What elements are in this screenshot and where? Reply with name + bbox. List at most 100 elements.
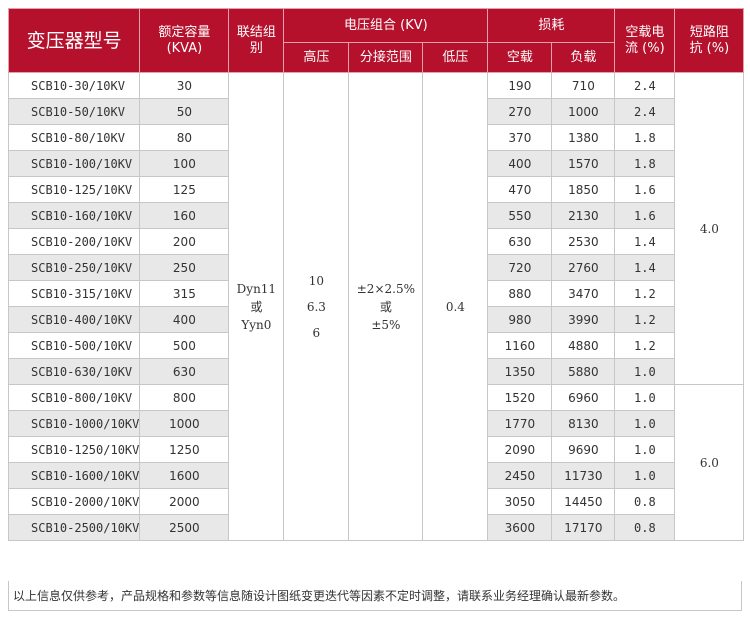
header-connection: 联结组 别: [228, 8, 285, 73]
connection-line3: Yyn0: [241, 317, 272, 332]
table-row: SCB10-800/10KV 800 1520 6960 1.0 6.0: [7, 384, 745, 541]
no-load-current-cell: 1.0: [614, 462, 676, 489]
no-load-current-cell: 1.0: [614, 358, 676, 385]
model-cell: SCB10-1000/10KV: [7, 410, 141, 437]
no-load-current-cell: 1.6: [614, 202, 676, 229]
header-no-load-current-line2: 流 (%): [625, 40, 665, 56]
model-cell: SCB10-400/10KV: [7, 306, 141, 333]
model-cell: SCB10-1600/10KV: [7, 462, 141, 489]
no-load-loss-cell: 630: [487, 228, 553, 255]
load-loss-cell: 1850: [551, 176, 616, 203]
header-capacity-unit: (KVA): [166, 40, 203, 56]
load-loss-cell: 17170: [551, 514, 616, 541]
header-short-circuit-line1: 短路阻: [689, 24, 729, 40]
load-loss-cell: 9690: [551, 436, 616, 463]
no-load-loss-cell: 880: [487, 280, 553, 307]
model-cell: SCB10-160/10KV: [7, 202, 141, 229]
table-row: SCB10-250/10KV 250 720 2760 1.4: [7, 254, 744, 281]
connection-group-cell: Dyn11 或 Yyn0: [228, 72, 285, 541]
load-loss-cell: 11730: [551, 462, 616, 489]
header-short-circuit: 短路阻 抗 (%): [674, 8, 745, 73]
connection-line1: Dyn11: [236, 281, 277, 296]
table-row: SCB10-160/10KV 160 550 2130 1.6: [7, 202, 744, 229]
no-load-loss-cell: 400: [487, 150, 553, 177]
table-row: SCB10-630/10KV 630 1350 5880 1.0: [7, 358, 744, 385]
no-load-loss-cell: 2450: [487, 462, 553, 489]
no-load-loss-cell: 550: [487, 202, 553, 229]
connection-line2: 或: [250, 299, 263, 314]
table-row: SCB10-100/10KV 100 400 1570 1.8: [7, 150, 744, 177]
no-load-loss-cell: 1520: [487, 384, 553, 411]
tap-line3: ±5%: [371, 317, 401, 332]
impedance-cell-group1: 4.0: [674, 72, 745, 385]
capacity-cell: 1250: [139, 436, 230, 463]
header-hv: 高压: [283, 42, 350, 73]
table-row: SCB10-80/10KV 80 370 1380 1.8: [7, 124, 744, 151]
model-cell: SCB10-2500/10KV: [7, 514, 141, 541]
model-cell: SCB10-50/10KV: [7, 98, 141, 125]
table-row: SCB10-1600/10KV 1600 2450 11730 1.0: [7, 462, 744, 489]
model-cell: SCB10-315/10KV: [7, 280, 141, 307]
no-load-current-cell: 1.8: [614, 124, 676, 151]
model-cell: SCB10-800/10KV: [7, 384, 141, 411]
load-loss-cell: 5880: [551, 358, 616, 385]
header-lv: 低压: [422, 42, 489, 73]
capacity-cell: 800: [139, 384, 230, 411]
table-row: SCB10-1250/10KV 1250 2090 9690 1.0: [7, 436, 744, 463]
header-no-load-loss: 空载: [487, 42, 553, 73]
table-row: SCB10-1000/10KV 1000 1770 8130 1.0: [7, 410, 744, 437]
capacity-cell: 250: [139, 254, 230, 281]
model-cell: SCB10-100/10KV: [7, 150, 141, 177]
lv-cell: 0.4: [422, 72, 489, 541]
table-row: SCB10-125/10KV 125 470 1850 1.6: [7, 176, 744, 203]
tap-line1: ±2×2.5%: [356, 281, 415, 296]
table-row: SCB10-2500/10KV 2500 3600 17170 0.8: [7, 514, 744, 541]
header-short-circuit-line2: 抗 (%): [689, 40, 730, 56]
model-cell: SCB10-2000/10KV: [7, 488, 141, 515]
header-capacity-label: 额定容量: [158, 24, 211, 40]
capacity-cell: 315: [139, 280, 230, 307]
model-cell: SCB10-125/10KV: [7, 176, 141, 203]
header-loss: 损耗: [487, 8, 616, 43]
no-load-current-cell: 1.2: [614, 332, 676, 359]
no-load-loss-cell: 720: [487, 254, 553, 281]
load-loss-cell: 1380: [551, 124, 616, 151]
model-cell: SCB10-250/10KV: [7, 254, 141, 281]
no-load-current-cell: 0.8: [614, 514, 676, 541]
no-load-current-cell: 1.4: [614, 228, 676, 255]
no-load-current-cell: 1.8: [614, 150, 676, 177]
table-row: SCB10-2000/10KV 2000 3050 14450 0.8: [7, 488, 744, 515]
header-load-loss: 负载: [551, 42, 616, 73]
load-loss-cell: 3470: [551, 280, 616, 307]
header-voltage-group: 电压组合 (KV): [283, 8, 489, 43]
no-load-current-cell: 2.4: [614, 98, 676, 125]
no-load-loss-cell: 3600: [487, 514, 553, 541]
footnote: 以上信息仅供参考，产品规格和参数等信息随设计图纸变更迭代等因素不定时调整，请联系…: [8, 581, 742, 611]
load-loss-cell: 2530: [551, 228, 616, 255]
load-loss-cell: 1570: [551, 150, 616, 177]
no-load-current-cell: 0.8: [614, 488, 676, 515]
tap-line2: 或: [379, 299, 392, 314]
no-load-loss-cell: 470: [487, 176, 553, 203]
capacity-cell: 160: [139, 202, 230, 229]
capacity-cell: 400: [139, 306, 230, 333]
header-no-load-current-line1: 空载电: [625, 24, 665, 40]
no-load-current-cell: 1.0: [614, 410, 676, 437]
no-load-loss-cell: 190: [487, 72, 553, 99]
capacity-cell: 1600: [139, 462, 230, 489]
header-connection-line1: 联结组: [236, 24, 276, 40]
table-row: SCB10-400/10KV 400 980 3990 1.2: [7, 306, 744, 333]
load-loss-cell: 14450: [551, 488, 616, 515]
no-load-current-cell: 1.4: [614, 254, 676, 281]
capacity-cell: 630: [139, 358, 230, 385]
header-capacity: 额定容量 (KVA): [139, 8, 230, 73]
no-load-loss-cell: 370: [487, 124, 553, 151]
table-row: SCB10-30/10KV 30 Dyn11 或 Yyn0 10 6.3 6 ±…: [7, 72, 745, 541]
capacity-cell: 80: [139, 124, 230, 151]
capacity-cell: 2500: [139, 514, 230, 541]
no-load-loss-cell: 1350: [487, 358, 553, 385]
no-load-current-cell: 1.0: [614, 436, 676, 463]
impedance-cell-group2: 6.0: [674, 384, 745, 541]
load-loss-cell: 2130: [551, 202, 616, 229]
no-load-current-cell: 1.6: [614, 176, 676, 203]
